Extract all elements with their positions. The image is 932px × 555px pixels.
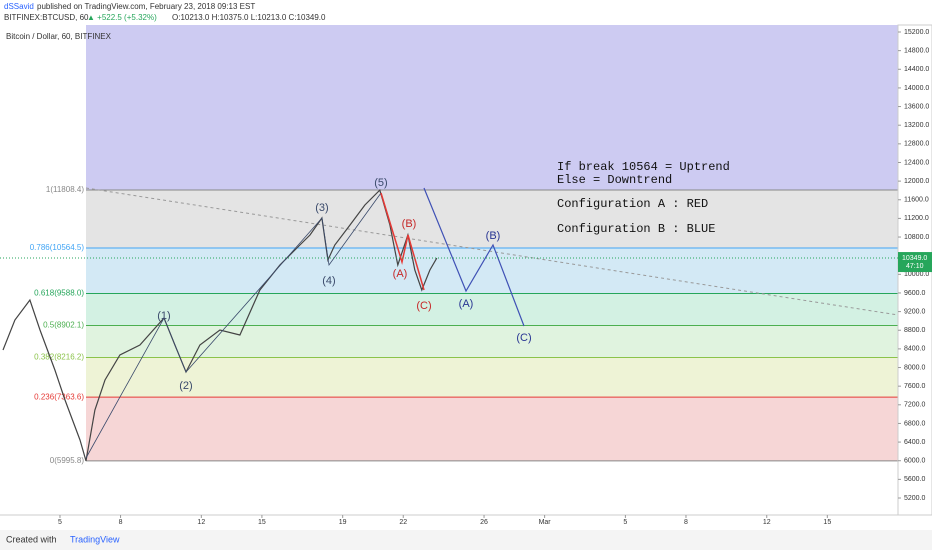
- price-tag-label: 10349.0: [902, 255, 927, 262]
- y-tick-label: 8400.0: [904, 346, 926, 353]
- red-path: [380, 192, 425, 291]
- y-tick-label: 6800.0: [904, 420, 926, 427]
- zone: [86, 190, 898, 249]
- x-tick-label: 8: [684, 519, 688, 526]
- fib-label: 1(11808.4): [46, 185, 84, 194]
- wave-label: (C): [416, 300, 431, 312]
- y-tick-label: 10800.0: [904, 234, 929, 241]
- wave-label: (C): [516, 332, 531, 344]
- note: Configuration A : RED: [557, 197, 708, 211]
- x-tick-label: 22: [399, 519, 407, 526]
- y-tick-label: 5200.0: [904, 495, 926, 502]
- note: Configuration B : BLUE: [557, 222, 715, 236]
- fib-label: 0.618(9588.0): [34, 289, 84, 298]
- y-tick-label: 9600.0: [904, 290, 926, 297]
- footer-bar: [0, 530, 932, 550]
- x-tick-label: 26: [480, 519, 488, 526]
- trendline: [85, 187, 899, 316]
- y-tick-label: 11200.0: [904, 215, 929, 222]
- x-tick-label: 19: [339, 519, 347, 526]
- y-tick-label: 6000.0: [904, 458, 926, 465]
- x-tick-label: 15: [823, 519, 831, 526]
- x-tick-label: 15: [258, 519, 266, 526]
- chart-title: Bitcoin / Dollar, 60, BITFINEX: [6, 32, 112, 41]
- price-line: [2, 188, 438, 462]
- fib-label: 0.5(8902.1): [43, 321, 84, 330]
- y-tick-label: 7600.0: [904, 383, 926, 390]
- zone: [86, 357, 898, 398]
- fib-label: 0.236(7363.6): [34, 392, 84, 401]
- wave-label: (B): [402, 218, 417, 230]
- note: Else = Downtrend: [557, 173, 672, 187]
- y-tick-label: 15200.0: [904, 29, 929, 36]
- wave-label: (A): [459, 298, 474, 310]
- y-tick-label: 14000.0: [904, 85, 929, 92]
- wave-label: (A): [393, 268, 408, 280]
- wave-label: (2): [179, 380, 192, 392]
- x-tick-label: 5: [58, 519, 62, 526]
- price-tag-timer: 47:10: [906, 263, 924, 270]
- x-tick-label: 5: [623, 519, 627, 526]
- ohlc: O:10213.0 H:10375.0 L:10213.0 C:10349.0: [172, 13, 326, 22]
- published: published on TradingView.com, February 2…: [37, 2, 255, 11]
- y-tick-label: 8800.0: [904, 327, 926, 334]
- y-tick-label: 12000.0: [904, 178, 929, 185]
- wave-path: [85, 192, 382, 459]
- y-tick-label: 5600.0: [904, 476, 926, 483]
- x-tick-label: 12: [197, 519, 205, 526]
- price-tag: [898, 252, 932, 273]
- y-tick-label: 12400.0: [904, 159, 929, 166]
- fib-label: 0(5995.8): [50, 456, 85, 465]
- zone: [86, 293, 898, 326]
- x-tick-label: Mar: [539, 519, 552, 526]
- wave-label: (4): [322, 275, 335, 287]
- x-tick-label: 8: [119, 519, 123, 526]
- y-tick-label: 14800.0: [904, 47, 929, 54]
- y-tick-label: 12800.0: [904, 141, 929, 148]
- wave-label: (5): [374, 177, 387, 189]
- y-tick-label: 8000.0: [904, 364, 926, 371]
- author[interactable]: dSSavid: [4, 2, 34, 11]
- wave-label: (B): [486, 230, 501, 242]
- x-tick-label: 12: [763, 519, 771, 526]
- zone: [86, 325, 898, 358]
- y-tick-label: 6400.0: [904, 439, 926, 446]
- y-tick-label: 13200.0: [904, 122, 929, 129]
- zone: [86, 25, 898, 191]
- created-with: Created with: [6, 534, 57, 544]
- wave-label: (3): [315, 202, 328, 214]
- blue-path: [423, 187, 525, 327]
- fib-label: 0.786(10564.5): [30, 243, 85, 252]
- zone: [86, 397, 898, 461]
- note: If break 10564 = Uptrend: [557, 160, 730, 174]
- change: ▲ +522.5 (+5.32%): [87, 13, 157, 22]
- y-tick-label: 9200.0: [904, 308, 926, 315]
- wave-label: (1): [157, 310, 170, 322]
- brand[interactable]: TradingView: [70, 534, 120, 544]
- zone: [86, 248, 898, 294]
- symbol: BITFINEX:BTCUSD, 60: [4, 13, 89, 22]
- y-tick-label: 13600.0: [904, 103, 929, 110]
- y-tick-label: 7200.0: [904, 402, 926, 409]
- plot: 1(11808.4) 0.786(10564.5) 0.618(9588.0) 0.5…: [0, 24, 932, 526]
- y-tick-label: 14400.0: [904, 66, 929, 73]
- y-tick-label: 11600.0: [904, 197, 929, 204]
- fib-label: 0.382(8216.2): [34, 353, 84, 362]
- y-tick-label: 10000.0: [904, 271, 929, 278]
